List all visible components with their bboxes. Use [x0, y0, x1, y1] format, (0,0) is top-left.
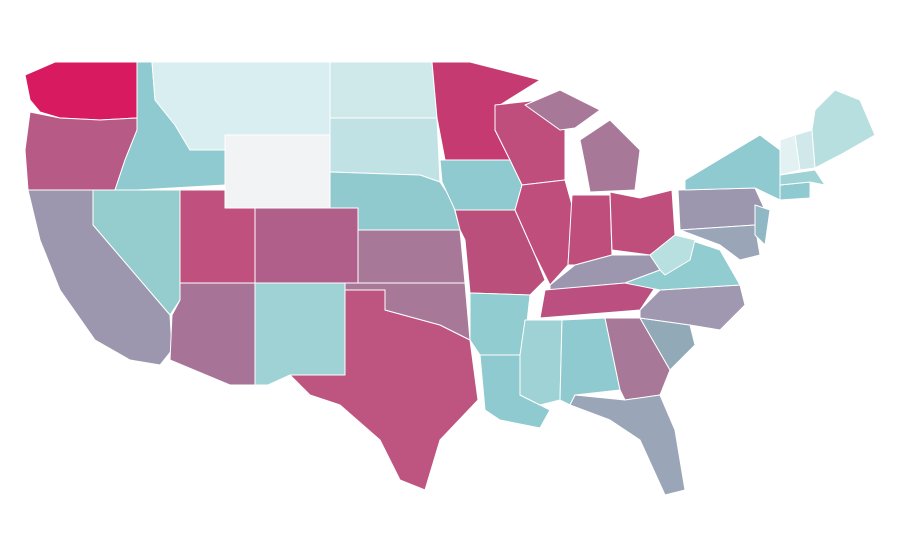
- region: [679, 224, 761, 261]
- region: [24, 61, 138, 121]
- region: [169, 282, 256, 386]
- region: [579, 119, 641, 193]
- region: [514, 179, 573, 286]
- region: [677, 187, 766, 231]
- region: [811, 89, 876, 169]
- region: [649, 234, 696, 276]
- region: [357, 229, 466, 284]
- region: [439, 159, 523, 211]
- region: [254, 282, 346, 386]
- region: [524, 89, 601, 131]
- region: [519, 319, 563, 406]
- region: [754, 204, 771, 246]
- region: [254, 207, 359, 284]
- region: [344, 282, 471, 341]
- region: [539, 279, 661, 319]
- region: [27, 189, 173, 366]
- region: [329, 61, 438, 119]
- region: [569, 394, 686, 496]
- region: [224, 134, 331, 209]
- region: [779, 169, 826, 186]
- region: [567, 194, 613, 266]
